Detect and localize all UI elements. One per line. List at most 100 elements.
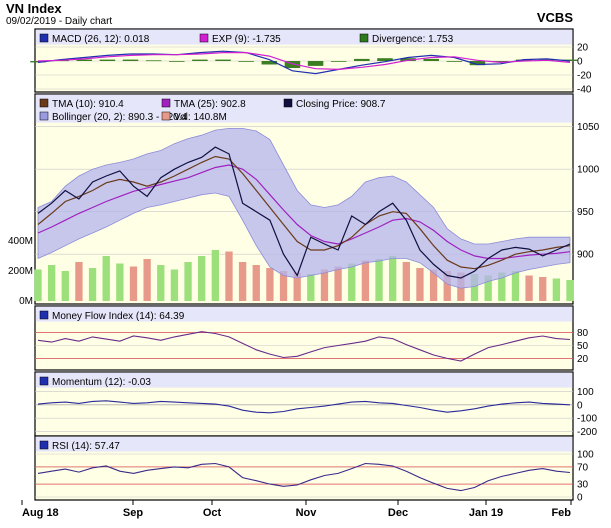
volume-bar	[279, 271, 288, 301]
volume-bar	[143, 259, 151, 301]
mfi-tick-label: 20	[577, 354, 589, 365]
mfi-tick-label: 50	[577, 341, 589, 352]
volume-bar	[320, 269, 329, 301]
legend-label: Money Flow Index (14): 64.39	[52, 311, 185, 322]
macd-series-line	[37, 50, 571, 75]
legend-label: MACD (26, 12): 0.018	[52, 34, 150, 45]
volume-bar	[525, 275, 533, 301]
chart-title: VN Index	[6, 1, 62, 16]
volume-bar	[498, 272, 506, 301]
legend-swatch	[359, 33, 369, 43]
legend-label: Momentum (12): -0.03	[52, 377, 151, 388]
divergence-bar	[145, 60, 162, 62]
volume-bar	[566, 280, 574, 301]
legend-label: Bollinger (20, 2): 890.3 - 920.4	[52, 112, 188, 123]
volume-bar	[129, 266, 138, 301]
legend-label: RSI (14): 57.47	[52, 441, 120, 452]
volume-bar	[88, 268, 97, 301]
divergence-bar	[330, 61, 347, 62]
volume-bar	[198, 256, 206, 301]
price-tick-label: 1000	[577, 165, 600, 176]
volume-bar	[402, 262, 410, 301]
volume-bar	[266, 268, 274, 301]
volume-bar	[34, 269, 42, 301]
momentum-tick-label: 0	[577, 400, 583, 411]
legend-label: Vol: 140.8M	[174, 112, 227, 123]
volume-bar	[61, 271, 69, 301]
volume-bar	[211, 250, 219, 301]
x-tick-label: Feb	[551, 507, 571, 519]
legend-swatch	[161, 98, 171, 108]
chart-date: 09/02/2019 - Daily chart	[6, 16, 112, 27]
volume-bar	[539, 277, 547, 301]
price-tick-label: 1050	[577, 122, 600, 133]
divergence-bar	[30, 61, 46, 63]
volume-bar	[225, 251, 233, 301]
divergence-bar	[261, 61, 278, 65]
volume-bar	[293, 272, 301, 301]
divergence-bar	[307, 61, 324, 66]
volume-bar	[361, 260, 370, 301]
price-legend-band	[35, 94, 573, 123]
divergence-bar	[238, 61, 254, 62]
divergence-bar	[492, 61, 509, 63]
legend-swatch	[39, 111, 49, 121]
volume-bar	[157, 265, 165, 301]
legend-label: Closing Price: 908.7	[296, 99, 386, 110]
macd-legend-band	[35, 29, 573, 45]
momentum-tick-label: -100	[577, 414, 597, 425]
volume-bar	[429, 269, 438, 301]
mfi-panel: 80 50 20 Money Flow Index (14): 64.39	[34, 305, 589, 371]
divergence-bar	[515, 59, 532, 61]
divergence-bar	[469, 61, 486, 66]
tma10-line	[37, 155, 571, 270]
divergence-bar	[284, 61, 301, 68]
volume-bar	[238, 262, 247, 301]
divergence-bar	[169, 61, 185, 62]
x-tick-label: Jan 19	[469, 507, 503, 519]
rsi-line	[37, 462, 571, 492]
legend-swatch	[39, 98, 49, 108]
divergence-bar	[215, 59, 231, 61]
momentum-tick-label: -200	[577, 427, 597, 438]
legend-label: EXP (9): -1.735	[212, 34, 281, 45]
volume-bar	[443, 271, 451, 301]
divergence-bar	[76, 59, 93, 61]
volume-bar	[552, 278, 561, 301]
legend-swatch	[199, 33, 209, 43]
brand-label: VCBS	[537, 10, 573, 25]
mfi-tick-label: 80	[577, 328, 589, 339]
legend-label: Divergence: 1.753	[372, 34, 454, 45]
volume-tick-label: 400M	[8, 236, 33, 247]
momentum-legend-band	[35, 372, 573, 388]
volume-bar	[307, 274, 315, 301]
macd-tick-label: -20	[577, 71, 592, 82]
volume-bar	[416, 268, 424, 301]
volume-bar	[75, 262, 83, 301]
volume-bar	[484, 275, 492, 301]
x-tick-label: Dec	[388, 507, 408, 519]
volume-bar	[252, 265, 260, 301]
volume-bar	[470, 274, 479, 301]
momentum-panel: 100 0 -100 -200 Momentum (12): -0.03	[34, 371, 597, 438]
tma25-line	[37, 164, 571, 260]
divergence-bar	[446, 61, 463, 62]
price-tick-label: 900	[577, 250, 594, 261]
rsi-tick-label: 70	[577, 462, 589, 473]
rsi-legend-band	[35, 436, 573, 452]
macd-tick-label: -40	[577, 85, 592, 96]
legend-swatch	[39, 376, 49, 386]
momentum-line	[37, 400, 571, 414]
macd-series-line	[37, 52, 571, 71]
volume-bar	[334, 266, 342, 301]
divergence-bar	[354, 58, 370, 61]
closing-price-line	[37, 146, 571, 279]
volume-bar	[348, 263, 356, 301]
rsi-tick-label: 100	[577, 450, 594, 461]
legend-swatch	[39, 33, 49, 43]
volume-bar	[511, 271, 520, 301]
bollinger-band	[37, 128, 571, 289]
legend-swatch	[39, 310, 49, 320]
volume-bar	[47, 265, 56, 301]
